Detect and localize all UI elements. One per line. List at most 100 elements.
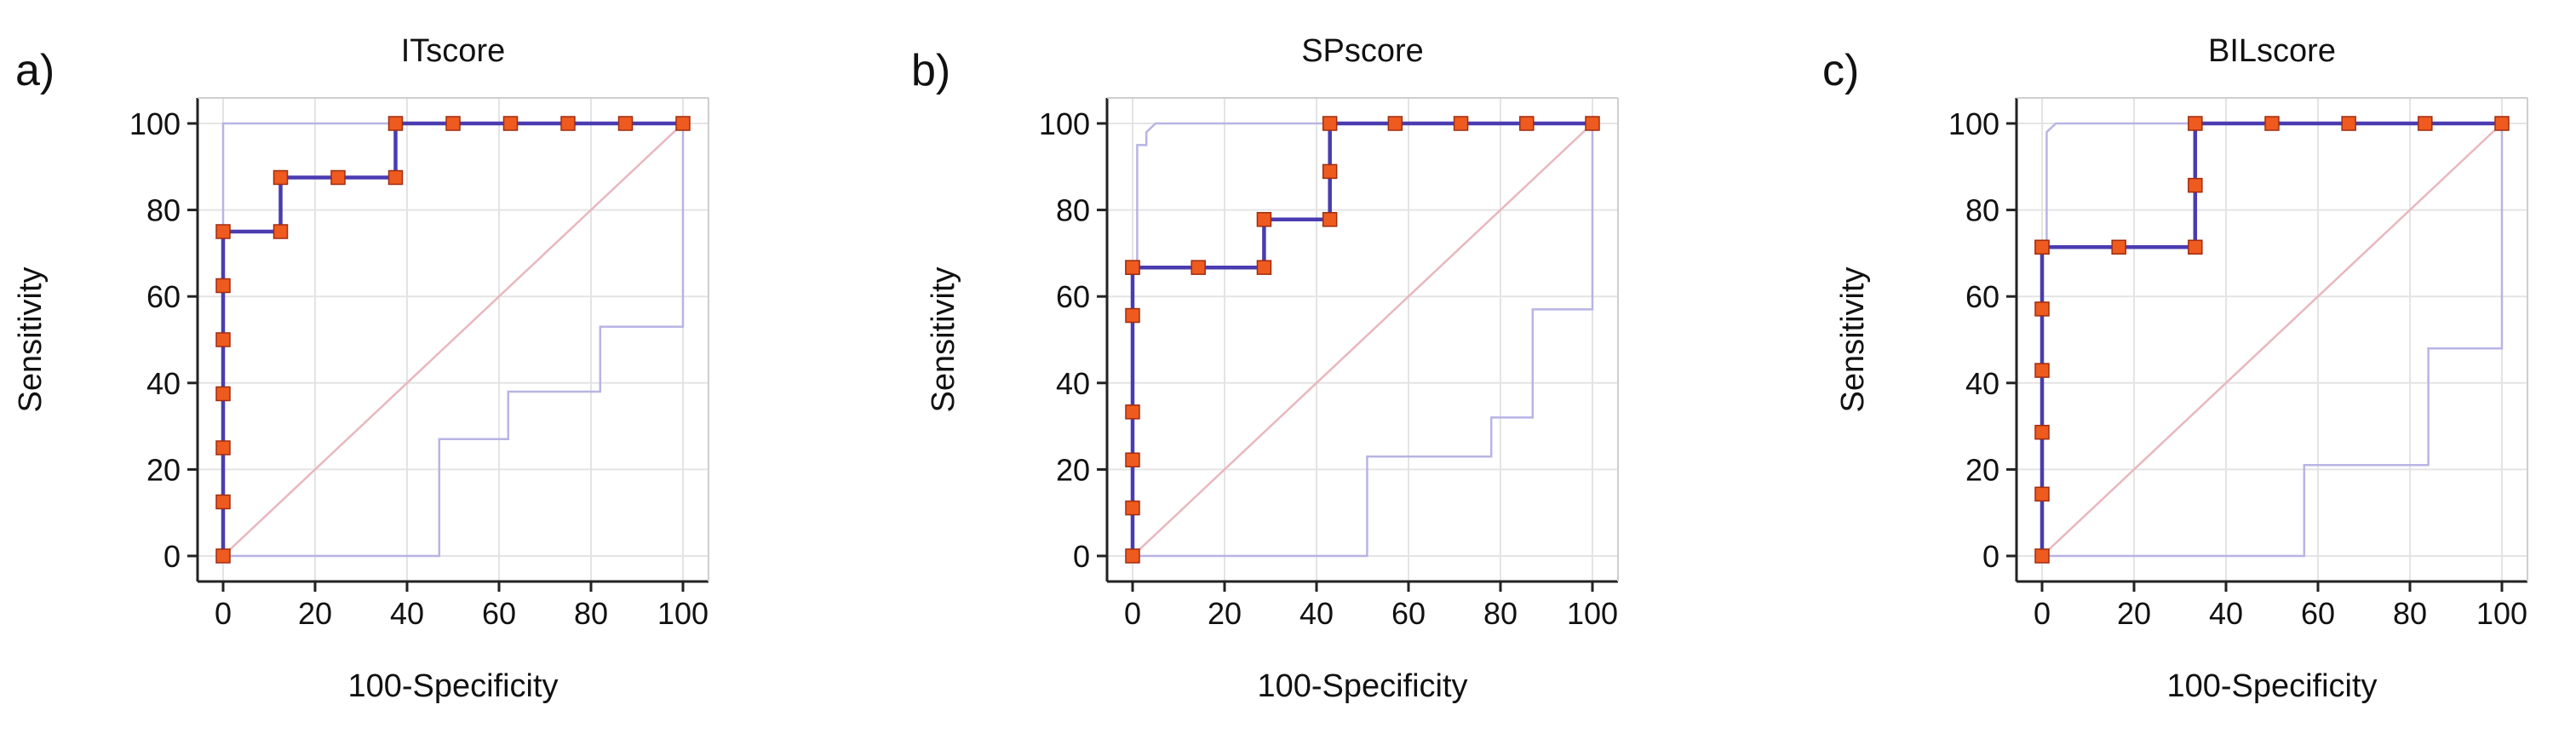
x-tick-label: 0 (1124, 596, 1141, 631)
roc-point-marker (1519, 116, 1535, 131)
ci-lower-bound-line (1133, 123, 1594, 558)
reference-diagonal-line (2041, 123, 2503, 557)
roc-point-marker (1125, 307, 1140, 324)
x-axis-label: 100-Specificity (2166, 668, 2377, 704)
ci-lower-bound-line (223, 123, 685, 558)
y-tick-label: 40 (1056, 366, 1090, 401)
y-tick-label: 40 (1965, 366, 1999, 401)
panel-label: b) (911, 46, 950, 95)
x-tick-label: 100 (2476, 596, 2527, 631)
y-tick-label: 80 (146, 193, 181, 228)
chart-title: BILscore (2208, 33, 2336, 69)
y-tick-label: 0 (1073, 539, 1090, 574)
roc-point-marker (215, 278, 231, 294)
roc-point-marker (1322, 212, 1338, 227)
y-tick-label: 0 (1982, 539, 1999, 574)
roc-point-marker (2111, 239, 2126, 255)
y-tick-label: 100 (129, 106, 181, 141)
x-tick-label: 20 (1208, 596, 1242, 631)
x-axis-label: 100-Specificity (347, 668, 558, 704)
x-tick-label: 100 (1567, 596, 1618, 631)
roc-point-marker (330, 169, 346, 186)
y-tick-label: 60 (146, 279, 181, 314)
roc-panel-bilscore: 0 20 40 60 80 100 0 20 40 60 80 100 BILscore 100-Spec… (1822, 33, 2528, 704)
roc-panel-spscore: 0 20 40 60 80 100 0 20 40 60 80 100 SPscore 100-Speci… (911, 33, 1619, 704)
reference-diagonal-line (1132, 123, 1593, 557)
roc-point-marker (215, 332, 231, 347)
roc-point-marker (2188, 239, 2203, 255)
roc-point-marker (1453, 116, 1469, 131)
roc-point-marker (1322, 163, 1338, 180)
y-tick-label: 20 (1056, 452, 1090, 487)
y-tick-label: 60 (1965, 279, 1999, 314)
x-tick-label: 60 (482, 596, 516, 631)
roc-point-marker (675, 116, 691, 131)
roc-point-marker (2188, 116, 2203, 131)
roc-point-marker (1125, 548, 1140, 564)
roc-point-marker (1190, 260, 1206, 275)
roc-point-marker (1256, 212, 1272, 227)
roc-point-marker (617, 116, 634, 131)
y-tick-label: 20 (1965, 452, 1999, 487)
y-tick-label: 100 (1948, 106, 1999, 141)
y-tick-label: 20 (146, 452, 181, 487)
roc-point-marker (2494, 116, 2510, 131)
x-tick-label: 60 (2301, 596, 2335, 631)
x-tick-label: 80 (1483, 596, 1517, 631)
y-axis-label: Sensitivity (1835, 266, 1871, 412)
roc-point-marker (2264, 116, 2280, 131)
x-tick-label: 0 (215, 596, 232, 631)
y-tick-label: 0 (164, 539, 181, 574)
roc-point-marker (1125, 500, 1140, 516)
roc-point-marker (2188, 177, 2203, 193)
roc-point-marker (502, 116, 519, 131)
y-tick-label: 80 (1965, 193, 1999, 228)
roc-point-marker (387, 169, 404, 186)
ci-lower-bound-line (2042, 123, 2504, 558)
roc-point-marker (1256, 260, 1272, 275)
roc-point-marker (2034, 424, 2050, 440)
roc-point-marker (2418, 116, 2433, 131)
roc-point-marker (445, 116, 461, 131)
roc-point-marker (273, 169, 289, 186)
roc-point-marker (2034, 548, 2050, 564)
y-tick-label: 40 (146, 366, 181, 401)
roc-point-marker (215, 548, 231, 564)
roc-point-marker (215, 440, 231, 455)
y-axis-label: Sensitivity (926, 266, 961, 412)
y-axis-label: Sensitivity (13, 266, 49, 412)
x-tick-label: 20 (2117, 596, 2151, 631)
y-tick-label: 60 (1056, 279, 1090, 314)
reference-diagonal-line (222, 123, 684, 557)
roc-curve-line (1130, 121, 1592, 556)
y-tick-label: 80 (1056, 193, 1090, 228)
x-tick-label: 0 (2034, 596, 2051, 631)
x-tick-label: 20 (298, 596, 332, 631)
roc-point-marker (2341, 116, 2356, 131)
x-tick-label: 40 (2209, 596, 2243, 631)
roc-point-marker (215, 224, 231, 239)
x-tick-label: 40 (1299, 596, 1334, 631)
roc-point-marker (1387, 116, 1403, 131)
roc-point-marker (1585, 116, 1600, 131)
roc-panel-itscore: 0 20 40 60 80 100 0 20 40 60 80 100 ITscore 100-Speci… (13, 33, 709, 704)
roc-point-marker (2034, 301, 2050, 317)
chart-title: SPscore (1301, 33, 1424, 69)
x-tick-label: 60 (1391, 596, 1426, 631)
x-tick-label: 80 (574, 596, 608, 631)
roc-point-marker (2034, 239, 2050, 255)
roc-point-marker (2034, 486, 2050, 502)
panel-label: c) (1822, 46, 1859, 95)
roc-point-marker (215, 494, 231, 510)
roc-point-marker (1322, 116, 1338, 131)
y-tick-label: 100 (1039, 106, 1090, 141)
roc-point-marker (1125, 404, 1140, 420)
roc-point-marker (387, 116, 404, 131)
roc-point-marker (2034, 363, 2050, 378)
x-tick-label: 100 (657, 596, 709, 631)
x-axis-label: 100-Specificity (1257, 668, 1467, 704)
chart-title: ITscore (401, 33, 505, 69)
roc-point-marker (560, 116, 576, 131)
roc-curve-line (2040, 121, 2502, 556)
